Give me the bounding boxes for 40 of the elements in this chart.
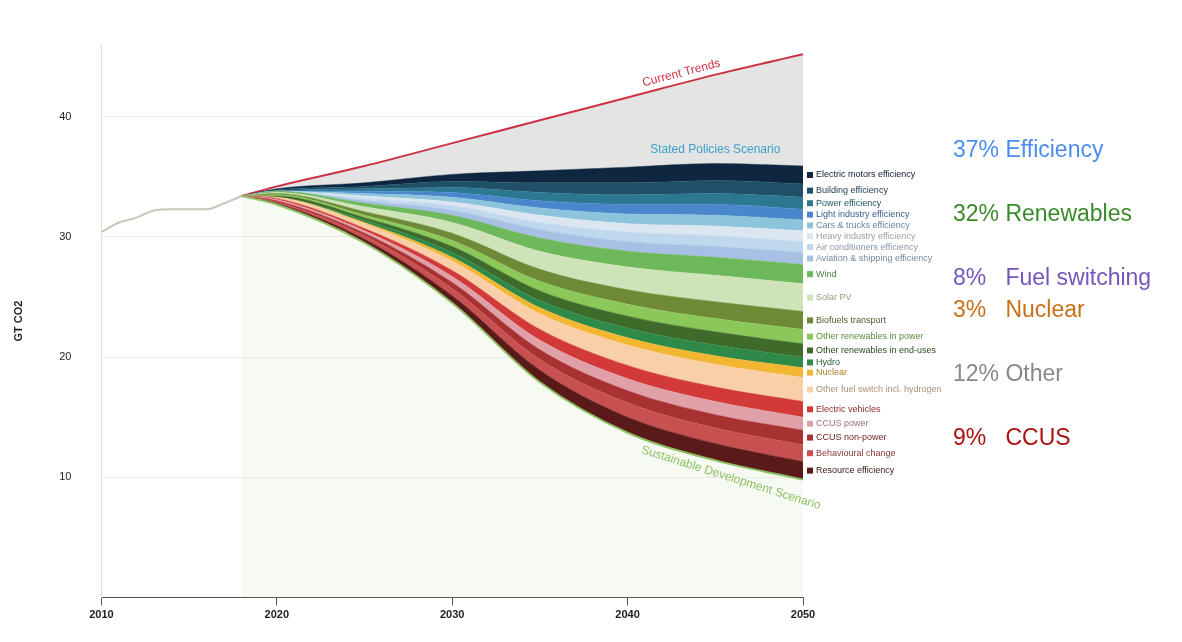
y-tick-label: 30 [59, 229, 72, 242]
y-tick-label: 40 [59, 109, 72, 122]
legend-label: Heavy industry efficiency [816, 230, 916, 241]
x-tick-label: 2020 [264, 608, 290, 621]
x-tick-label: 2030 [439, 608, 465, 621]
text: 3% Nuclear [953, 296, 1085, 323]
y-tick-label: 20 [59, 350, 72, 363]
text: Current Trends [640, 55, 722, 90]
legend-label: Solar PV [816, 292, 852, 303]
legend-label: CCUS power [816, 418, 869, 429]
y-tick-label: 10 [59, 470, 72, 483]
x-tick-label: 2010 [89, 608, 114, 621]
legend-label: Cars & trucks efficiency [816, 219, 911, 230]
x-tick-label: 2050 [790, 608, 816, 621]
legend-label: Behavioural change [816, 447, 896, 458]
legend-label: Air conditioners efficiency [816, 241, 919, 252]
text: 37% Efficiency [953, 136, 1104, 163]
legend-label: CCUS non-power [816, 432, 887, 443]
annotation: Stated Policies Scenario [650, 141, 781, 156]
legend-label: Electric vehicles [816, 403, 882, 414]
text: 8% Fuel switching [953, 264, 1152, 291]
legend-label: Electric motors efficiency [816, 169, 916, 180]
x-tick-label: 2040 [615, 608, 640, 621]
legend-label: Other renewables in power [816, 331, 924, 342]
legend-label: Power efficiency [816, 197, 882, 208]
legend-label: Wind [816, 268, 837, 279]
text: 9% CCUS [953, 424, 1071, 451]
legend-label: Building efficiency [816, 185, 889, 196]
legend-label: Light industry efficiency [816, 209, 910, 220]
text: 12% Other [953, 360, 1063, 387]
legend-label: Other renewables in end-uses [816, 344, 937, 355]
legend-label: Biofuels transport [816, 314, 887, 325]
text: 32% Renewables [953, 200, 1133, 227]
line-series [101, 195, 243, 234]
legend-label: Resource efficiency [816, 465, 895, 476]
legend-label: Nuclear [816, 367, 848, 378]
legend-label: Hydro [816, 356, 841, 367]
legend-label: Aviation & shipping efficiency [816, 252, 933, 263]
y-axis-title: GT CO2 [11, 300, 24, 342]
legend-label: Other fuel switch incl. hydrogen [816, 383, 942, 394]
